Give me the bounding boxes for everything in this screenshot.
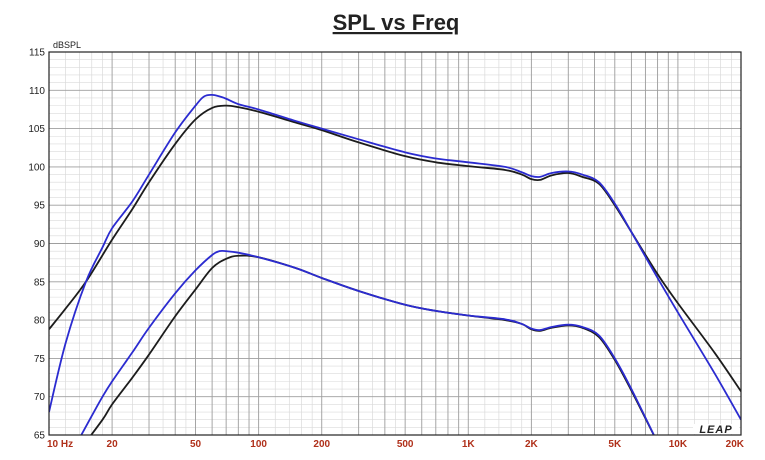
x-tick-label: 500 [397,439,414,450]
x-tick-label: 2K [525,439,539,450]
y-tick-label: 100 [28,162,45,173]
chart-title: SPL vs Freq [333,10,460,35]
series-line-4 [80,249,655,435]
major-grid [49,52,741,435]
series-line-2 [49,93,741,421]
y-tick-labels: 65 70 75 80 85 90 95 100 105 110 115 [28,48,45,442]
x-tick-label: 20K [726,439,745,450]
x-tick-label: 200 [313,439,330,450]
x-tick-labels: 10 Hz 20 50 100 200 500 1K 2K 5K 10K 20K [47,439,745,450]
y-tick-label: 65 [34,431,46,442]
x-tick-label: 20 [107,439,119,450]
y-tick-label: 80 [34,316,46,327]
y-tick-label: 105 [28,124,45,135]
leap-logo: LEAP [699,424,732,436]
y-tick-label: 85 [34,277,46,288]
x-tick-label: 10 Hz [47,439,73,450]
logo-backdrop [693,424,739,434]
x-tick-label: 100 [250,439,267,450]
x-tick-label: 10K [669,439,688,450]
y-tick-label: 95 [34,201,46,212]
plot-frame [48,51,742,436]
x-tick-label: 5K [608,439,622,450]
y-axis-label: dBSPL [53,40,81,50]
y-tick-label: 70 [34,392,46,403]
x-tick-label: 1K [462,439,476,450]
y-tick-label: 90 [34,239,46,250]
y-tick-label: 115 [29,48,45,59]
y-tick-label: 110 [29,86,45,97]
series-group [49,93,741,435]
y-tick-label: 75 [34,354,46,365]
x-tick-label: 50 [190,439,202,450]
